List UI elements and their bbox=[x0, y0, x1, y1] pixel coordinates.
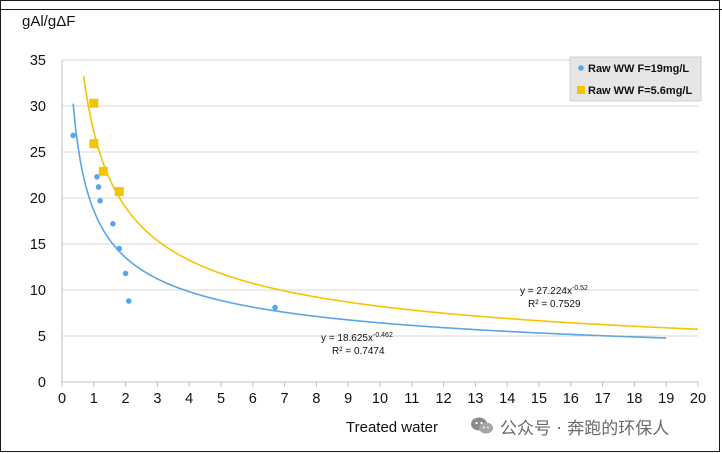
point-series-1-3 bbox=[114, 187, 124, 197]
y-tick-label-0: 0 bbox=[38, 375, 46, 391]
trendline-series-1 bbox=[82, 75, 699, 331]
trendlines bbox=[72, 75, 699, 339]
watermark: 公众号 · 奔跑的环保人 bbox=[470, 414, 670, 439]
x-tick-label-1: 1 bbox=[90, 391, 98, 407]
point-series-0-3 bbox=[97, 197, 103, 204]
y-tick-label-15: 15 bbox=[30, 237, 46, 253]
x-tick-label-10: 10 bbox=[372, 391, 388, 407]
point-series-0-8 bbox=[272, 304, 278, 311]
point-series-0-5 bbox=[116, 245, 123, 252]
equation-exponent: -0.52 bbox=[572, 285, 588, 292]
legend-marker-raw-ww-5-6 bbox=[577, 86, 585, 94]
x-axis-label: Treated water bbox=[346, 419, 438, 436]
y-tick-label-10: 10 bbox=[30, 283, 46, 299]
point-series-0-2 bbox=[95, 184, 102, 190]
watermark-text: 公众号 · 奔跑的环保人 bbox=[500, 418, 670, 439]
y-tick-label-5: 5 bbox=[38, 329, 46, 345]
trendline-equation-raw-ww-5-6: y = 27.224x-0.52 R² = 0.7529 bbox=[520, 285, 588, 310]
r-squared-label: R² = 0.7474 bbox=[332, 346, 385, 357]
x-tick-labels: 0 1 2 3 4 5 6 7 8 9 10 11 12 13 14 15 16 17 18 19 20 bbox=[58, 382, 706, 407]
x-tick-label-12: 12 bbox=[436, 391, 452, 407]
r-squared-label: R² = 0.7529 bbox=[528, 299, 581, 310]
x-tick-label-11: 11 bbox=[404, 391, 419, 407]
point-series-1-0 bbox=[89, 98, 99, 108]
y-tick-labels: 0 5 10 15 20 25 30 35 bbox=[30, 53, 46, 391]
x-tick-label-17: 17 bbox=[595, 391, 611, 407]
y-tick-label-35: 35 bbox=[30, 53, 46, 69]
x-tick-label-0: 0 bbox=[58, 391, 66, 407]
x-tick-label-3: 3 bbox=[153, 391, 161, 407]
x-tick-label-18: 18 bbox=[626, 391, 642, 407]
x-tick-label-9: 9 bbox=[344, 391, 352, 407]
x-tick-label-8: 8 bbox=[312, 391, 320, 407]
x-tick-label-2: 2 bbox=[122, 391, 130, 407]
y-tick-label-25: 25 bbox=[30, 145, 46, 161]
point-series-0-0 bbox=[70, 132, 76, 139]
legend-box bbox=[569, 56, 702, 102]
x-tick-label-7: 7 bbox=[281, 391, 289, 407]
equation-text: y = 18.625x bbox=[321, 333, 373, 344]
equation-label: y = 27.224x-0.52 bbox=[520, 285, 588, 297]
y-tick-label-20: 20 bbox=[30, 191, 46, 207]
legend-label-raw-ww-5-6: Raw WW F=5.6mg/L bbox=[588, 85, 692, 97]
top-border-line bbox=[0, 9, 722, 10]
equation-label: y = 18.625x-0.462 bbox=[321, 332, 393, 344]
x-tick-label-15: 15 bbox=[531, 391, 547, 407]
x-tick-label-13: 13 bbox=[467, 391, 483, 407]
x-tick-label-19: 19 bbox=[658, 391, 674, 407]
legend-marker-raw-ww-19 bbox=[578, 65, 584, 71]
x-tick-label-5: 5 bbox=[217, 391, 225, 407]
y-tick-label-30: 30 bbox=[30, 99, 46, 115]
point-series-0-6 bbox=[122, 270, 129, 277]
point-series-0-7 bbox=[125, 298, 132, 304]
point-series-1-1 bbox=[89, 139, 99, 149]
point-series-0-4 bbox=[110, 220, 116, 227]
legend-label-raw-ww-19: Raw WW F=19mg/L bbox=[588, 63, 689, 75]
x-tick-label-4: 4 bbox=[185, 391, 193, 407]
trendline-equation-raw-ww-19: y = 18.625x-0.462 R² = 0.7474 bbox=[321, 332, 393, 357]
data-points bbox=[70, 98, 278, 311]
wechat-icon bbox=[471, 417, 493, 434]
point-series-0-1 bbox=[94, 174, 100, 180]
x-tick-label-20: 20 bbox=[690, 391, 706, 407]
equation-text: y = 27.224x bbox=[520, 286, 572, 297]
x-tick-label-6: 6 bbox=[249, 391, 257, 407]
equation-exponent: -0.462 bbox=[373, 332, 393, 339]
point-series-1-2 bbox=[98, 166, 108, 176]
y-axis-label: gAl/gΔF bbox=[22, 13, 75, 30]
legend: Raw WW F=19mg/L Raw WW F=5.6mg/L bbox=[569, 56, 702, 102]
x-tick-label-16: 16 bbox=[563, 391, 579, 407]
trendline-series-0 bbox=[72, 103, 667, 339]
x-tick-label-14: 14 bbox=[499, 391, 515, 407]
